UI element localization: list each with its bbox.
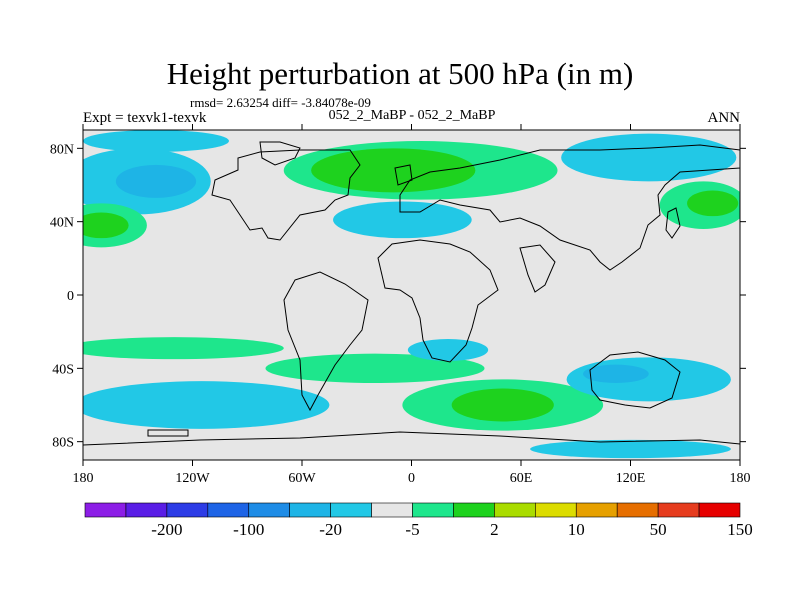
- season-label: ANN: [707, 110, 741, 126]
- x-tick-label: 120E: [616, 471, 646, 486]
- contour-region-north-atlantic-europe-positive-core: [311, 148, 476, 193]
- colorbar-swatch: [371, 502, 413, 518]
- coastline-greenland: [259, 141, 301, 166]
- colorbar-label: 2: [490, 520, 499, 539]
- contour-region-south-atlantic-positive-band: [265, 353, 485, 384]
- coastline-iceland-uk: [394, 164, 413, 186]
- chart-subtitle: rmsd= 2.63254 diff= -3.84078e-09: [190, 95, 371, 110]
- coastline-south-america: [283, 271, 369, 412]
- contour-region-mideast-negative: [333, 201, 472, 239]
- coastline-india: [519, 244, 556, 293]
- contour-region-north-pacific-negative-core: [115, 164, 197, 198]
- colorbar-label: -5: [405, 520, 419, 539]
- x-tick-label: 180: [730, 471, 751, 486]
- coastline-eurasia: [399, 144, 740, 271]
- colorbar-swatch: [535, 502, 577, 518]
- y-tick-label: 80S: [52, 436, 74, 451]
- contour-region-arctic-negative: [83, 130, 229, 152]
- x-tick-label: 60E: [510, 471, 533, 486]
- colorbar-swatch: [453, 502, 495, 518]
- colorbar-swatch: [330, 502, 372, 518]
- axes: 180 120W 60W 0 60E 120E 180 80N 40N 0 40S 80S: [50, 124, 751, 486]
- colorbar-label: -100: [233, 520, 264, 539]
- colorbar-swatch: [125, 502, 168, 518]
- colorbar-swatch: [657, 502, 700, 518]
- x-tick-label: 120W: [175, 471, 210, 486]
- contour-region-south-atlantic-negative: [407, 339, 489, 361]
- colorbar-swatch: [84, 502, 127, 518]
- y-tick-label: 0: [67, 289, 74, 304]
- contour-region-southern-ocean-negative-west: [83, 381, 330, 429]
- contour-region-antarctic-negative: [530, 439, 731, 459]
- coastline-japan: [665, 207, 681, 239]
- colorbar-swatch: [698, 502, 741, 518]
- colorbar-label: 150: [727, 520, 753, 539]
- coastline-australia: [589, 351, 681, 409]
- colorbar-label: 50: [650, 520, 667, 539]
- colorbar-label: -20: [319, 520, 342, 539]
- coastlines: [83, 141, 740, 446]
- colorbar-swatch: [207, 502, 250, 518]
- colorbar-swatch: [616, 502, 659, 518]
- y-tick-label: 40N: [50, 216, 74, 231]
- x-tick-label: 180: [73, 471, 94, 486]
- colorbar-label: 10: [568, 520, 585, 539]
- contour-region-southern-ocean-positive-west: [83, 337, 284, 360]
- contour-region-east-asia-negative: [561, 133, 737, 182]
- experiment-label: Expt = texvk1-texvk: [83, 110, 207, 126]
- contour-region-south-indian-positive-core: [451, 388, 554, 422]
- contour-fills: [83, 130, 740, 459]
- x-tick-label: 0: [408, 471, 415, 486]
- y-tick-label: 40S: [52, 362, 74, 377]
- colorbar-swatch: [412, 502, 454, 518]
- chart-title: Height perturbation at 500 hPa (in m): [166, 56, 634, 91]
- colorbar-swatch: [248, 502, 290, 518]
- coastline-africa: [377, 239, 499, 363]
- y-tick-label: 80N: [50, 142, 74, 157]
- colorbar-swatch: [494, 502, 536, 518]
- x-tick-label: 60W: [288, 471, 316, 486]
- contour-region-west-pacific-positive-core: [83, 212, 129, 239]
- case-label: 052_2_MaBP - 052_2_MaBP: [328, 108, 496, 123]
- colorbar-swatch: [289, 502, 331, 518]
- contour-region-australia-negative-core: [583, 364, 649, 384]
- coastline-north-america: [211, 149, 361, 241]
- colorbar-label: -200: [151, 520, 182, 539]
- coastline-antarctic-shelf: [147, 429, 189, 437]
- coastline-antarctica: [83, 431, 740, 446]
- colorbar-swatch: [166, 502, 209, 518]
- colorbar-swatch: [575, 502, 618, 518]
- colorbar: -200 -100 -20 -5 2 10 50 150: [84, 502, 753, 539]
- contour-region-northwest-pacific-positive-core: [687, 190, 739, 217]
